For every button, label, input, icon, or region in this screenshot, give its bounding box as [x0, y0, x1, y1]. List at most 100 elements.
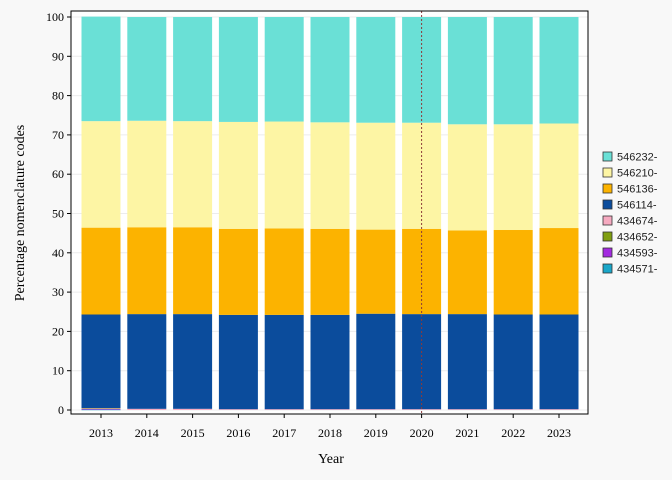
legend-label: 546114-	[617, 200, 657, 212]
x-tick-label: 2023	[547, 426, 571, 440]
y-axis-title: Percentage nomenclature codes	[13, 125, 28, 301]
bar-segment	[356, 17, 396, 123]
bar-segment	[81, 121, 121, 228]
bar-segment	[81, 408, 121, 410]
y-tick-label: 60	[52, 167, 64, 181]
bar-segment	[264, 228, 304, 315]
bar-segment	[493, 17, 533, 125]
x-tick-label: 2016	[226, 426, 250, 440]
legend-swatch	[602, 199, 613, 210]
x-tick-label: 2014	[135, 426, 159, 440]
legend-label: 434593-	[617, 248, 658, 260]
bar-segment	[218, 17, 258, 122]
bar-segment	[81, 227, 121, 315]
legend-label: 434571-	[617, 264, 658, 276]
bar-segment	[447, 314, 487, 410]
bar-segment	[493, 314, 533, 410]
bar-segment	[493, 230, 533, 315]
bar-segment	[356, 122, 396, 230]
bar-segment	[173, 17, 213, 122]
bar-segment	[310, 228, 350, 315]
x-tick-label: 2015	[181, 426, 205, 440]
bar-segment	[81, 408, 121, 410]
bar-segment	[173, 121, 213, 228]
bar-segment	[356, 313, 396, 410]
bar-segment	[173, 408, 213, 410]
legend-swatch	[602, 151, 613, 162]
bar-segment	[447, 17, 487, 125]
x-tick-label: 2018	[318, 426, 342, 440]
x-axis: 2013 2014 2015 2016 2017 2018 2019 2020 2021 2022…	[89, 414, 571, 440]
bar-segment	[493, 124, 533, 231]
bar-segment	[402, 17, 442, 123]
bar-segment	[402, 409, 442, 410]
legend: 546232- 546210- 546136- 546114- 434674- 43465…	[602, 151, 658, 276]
y-tick-label: 20	[52, 324, 64, 338]
y-tick-label: 80	[52, 89, 64, 103]
x-tick-label: 2017	[272, 426, 296, 440]
y-tick-label: 10	[52, 364, 64, 378]
y-tick-label: 70	[52, 128, 64, 142]
bar-segment	[356, 229, 396, 314]
legend-swatch	[602, 183, 613, 194]
y-tick-label: 90	[52, 49, 64, 63]
bar-segment	[264, 121, 304, 229]
bar-segment	[81, 314, 121, 409]
bar-segment	[127, 408, 167, 410]
bar-segment	[127, 17, 167, 121]
legend-label: 546136-	[617, 184, 658, 196]
bar-segment	[356, 409, 396, 410]
x-axis-title: Year	[318, 452, 344, 467]
legend-swatch	[602, 247, 613, 258]
x-tick-label: 2020	[410, 426, 434, 440]
legend-label: 546232-	[617, 152, 658, 164]
y-tick-label: 0	[58, 403, 64, 417]
y-tick-label: 100	[46, 10, 64, 24]
bar-segment	[81, 408, 121, 409]
bar-segment	[218, 409, 258, 410]
bar-segment	[173, 227, 213, 315]
bar-segment	[539, 409, 579, 410]
bar-segment	[81, 16, 121, 122]
bar-segment	[81, 409, 121, 411]
bar-segment	[127, 314, 167, 409]
x-tick-label: 2021	[455, 426, 479, 440]
bar-segment	[218, 314, 258, 410]
bar-segment	[218, 121, 258, 229]
bar-segment	[447, 230, 487, 315]
bars	[81, 16, 579, 411]
bar-segment	[173, 314, 213, 409]
y-tick-label: 40	[52, 246, 64, 260]
bar-segment	[264, 314, 304, 410]
x-tick-label: 2019	[364, 426, 388, 440]
legend-swatch	[602, 231, 613, 242]
bar-segment	[447, 409, 487, 410]
bar-segment	[310, 17, 350, 123]
legend-swatch	[602, 167, 613, 178]
legend-label: 434674-	[617, 216, 658, 228]
bar-segment	[447, 124, 487, 231]
bar-segment	[402, 314, 442, 410]
bar-segment	[127, 120, 167, 228]
legend-swatch	[602, 215, 613, 226]
bar-segment	[539, 123, 579, 229]
legend-label: 434652-	[617, 232, 658, 244]
x-tick-label: 2022	[501, 426, 525, 440]
y-tick-label: 50	[52, 207, 64, 221]
y-tick-label: 30	[52, 285, 64, 299]
legend-swatch	[602, 263, 613, 274]
bar-segment	[539, 314, 579, 410]
bar-segment	[310, 314, 350, 410]
bar-segment	[127, 227, 167, 315]
bar-segment	[310, 122, 350, 229]
bar-segment	[539, 228, 579, 315]
bar-segment	[264, 17, 304, 122]
bar-segment	[539, 17, 579, 124]
bar-segment	[218, 228, 258, 315]
bar-segment	[310, 409, 350, 410]
bar-segment	[264, 409, 304, 410]
legend-label: 546210-	[617, 168, 658, 180]
bar-segment	[493, 409, 533, 410]
y-axis: 0 10 20 30 40 50 60 70 80 90 100	[46, 10, 71, 417]
